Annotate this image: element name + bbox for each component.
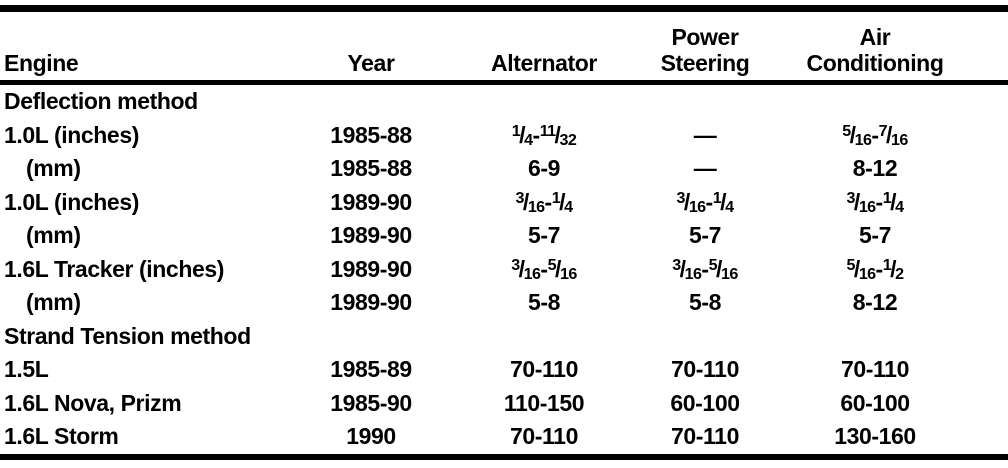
- cell-air-conditioning: 130-160: [834, 423, 916, 449]
- cell-air-conditioning: 5/16-7/16: [842, 121, 908, 150]
- cell-power-steering: 3/16-5/16: [672, 255, 738, 284]
- cell-year: 1985-89: [330, 356, 412, 382]
- table-row: 1.0L (inches) 1985-88 1/4-11/32 — 5/16-7/16: [0, 119, 1008, 153]
- column-header-air-conditioning: Air Conditioning: [806, 24, 944, 76]
- cell-power-steering: —: [693, 121, 717, 148]
- cell-air-conditioning: 60-100: [840, 389, 910, 416]
- cell-air-conditioning: 8-12: [852, 155, 898, 181]
- table-row: 1.6L Tracker (inches) 1989-90 3/16-5/16 3/1…: [0, 253, 1008, 287]
- column-header-engine: Engine: [4, 50, 79, 76]
- section-title: Deflection method: [4, 88, 198, 114]
- cell-engine: 1.6L Storm: [4, 423, 119, 449]
- cell-alternator: 70-110: [510, 423, 578, 449]
- cell-power-steering: 70-110: [671, 356, 739, 382]
- cell-power-steering: —: [693, 155, 717, 181]
- cell-power-steering: 60-100: [670, 389, 740, 416]
- table-row: 1.6L Nova, Prizm 1985-90 110-150 60-100 60-1…: [0, 387, 1008, 421]
- cell-power-steering: 3/16-1/4: [676, 188, 734, 217]
- table-top-rule: [0, 5, 1008, 12]
- table-row: 1.5L 1985-89 70-110 70-110 70-110: [0, 353, 1008, 387]
- table-body: Deflection method 1.0L (inches) 1985-88 1/4…: [0, 85, 1008, 454]
- cell-year: 1985-88: [330, 121, 412, 148]
- cell-power-steering: 5-8: [688, 289, 722, 315]
- cell-air-conditioning: 3/16-1/4: [846, 188, 904, 217]
- column-header-alternator: Alternator: [491, 50, 597, 76]
- cell-air-conditioning: 5/16-1/2: [846, 255, 904, 284]
- cell-engine: 1.0L (inches): [4, 188, 139, 215]
- cell-alternator: 70-110: [510, 356, 578, 382]
- table-row: 1.6L Storm 1990 70-110 70-110 130-160: [0, 420, 1008, 454]
- cell-alternator: 1/4-11/32: [511, 121, 577, 150]
- table-bottom-rule: [0, 453, 1008, 460]
- cell-air-conditioning: 8-12: [852, 289, 898, 315]
- cell-year: 1985-88: [330, 155, 412, 181]
- table-row: (mm) 1989-90 5-7 5-7 5-7: [0, 219, 1008, 253]
- cell-year: 1989-90: [330, 289, 412, 315]
- column-header-power-steering: Power Steering: [660, 24, 750, 76]
- cell-alternator: 110-150: [503, 389, 585, 416]
- header-divider-rule: [0, 80, 1008, 85]
- cell-alternator: 3/16-5/16: [511, 255, 577, 284]
- section-row: Strand Tension method: [0, 320, 1008, 354]
- table-header-row: Engine Year Alternator Power Steering Air Co…: [0, 12, 1008, 80]
- cell-engine: 1.6L Nova, Prizm: [4, 389, 182, 416]
- column-header-year: Year: [347, 50, 395, 76]
- cell-power-steering: 70-110: [671, 423, 739, 449]
- cell-engine: (mm): [26, 222, 81, 248]
- cell-engine: 1.0L (inches): [4, 121, 139, 148]
- cell-engine: 1.6L Tracker (inches): [4, 255, 225, 282]
- cell-engine: (mm): [26, 289, 81, 315]
- cell-year: 1989-90: [330, 255, 412, 282]
- cell-power-steering: 5-7: [688, 222, 722, 248]
- cell-alternator: 5-7: [527, 222, 561, 248]
- table-row: 1.0L (inches) 1989-90 3/16-1/4 3/16-1/4 3/16…: [0, 186, 1008, 220]
- cell-air-conditioning: 70-110: [841, 356, 909, 382]
- table-row: (mm) 1985-88 6-9 — 8-12: [0, 152, 1008, 186]
- section-row: Deflection method: [0, 85, 1008, 119]
- cell-alternator: 3/16-1/4: [515, 188, 573, 217]
- cell-year: 1989-90: [330, 188, 412, 215]
- cell-year: 1989-90: [330, 222, 412, 248]
- cell-engine: 1.5L: [4, 356, 49, 382]
- cell-alternator: 6-9: [527, 155, 561, 181]
- cell-air-conditioning: 5-7: [858, 222, 892, 248]
- cell-alternator: 5-8: [527, 289, 561, 315]
- section-title: Strand Tension method: [4, 322, 251, 349]
- cell-engine: (mm): [26, 155, 81, 181]
- table-row: (mm) 1989-90 5-8 5-8 8-12: [0, 286, 1008, 320]
- cell-year: 1990: [346, 423, 396, 449]
- cell-year: 1985-90: [330, 389, 412, 416]
